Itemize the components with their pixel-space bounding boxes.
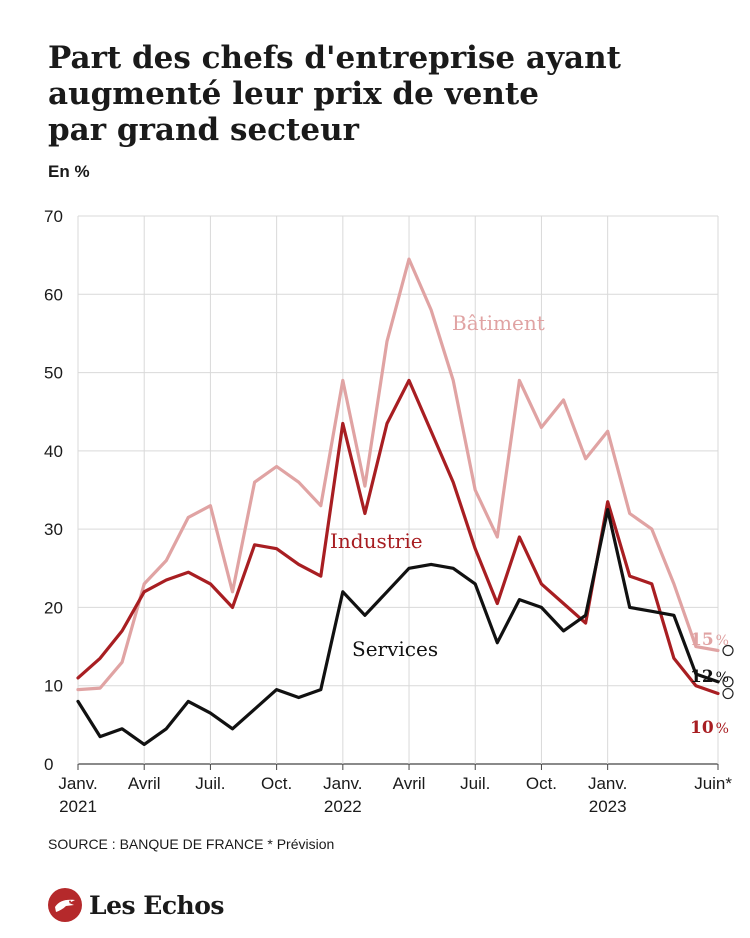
les-echos-bird-icon	[48, 888, 82, 922]
les-echos-logo: Les Echos	[48, 888, 224, 922]
end-value-unit: %	[716, 721, 729, 737]
series-name-label: Services	[352, 637, 438, 661]
chart-title: Part des chefs d'entreprise ayant augmen…	[48, 40, 728, 148]
series-end-label: 15%	[690, 630, 729, 650]
x-tick-label: Janv.	[323, 774, 362, 793]
x-tick-label: Juil.	[460, 774, 490, 793]
y-tick-label: 70	[44, 207, 63, 226]
y-axis-ticks: 0 10 20 30 40 50 60 70	[44, 207, 63, 774]
title-line-2: augmenté leur prix de vente	[48, 76, 539, 112]
end-value: 15	[690, 630, 714, 650]
y-tick-label: 10	[44, 677, 63, 696]
title-line-1: Part des chefs d'entreprise ayant	[48, 40, 621, 76]
y-tick-label: 60	[44, 285, 63, 304]
x-axis-ticks: Janv. 2021 Avril Juil. Oct. Janv. 2022 Avril Jui…	[58, 774, 732, 816]
end-value-unit: %	[716, 633, 729, 649]
y-tick-label: 20	[44, 598, 63, 617]
series-line	[76, 508, 720, 746]
grid	[77, 215, 719, 770]
series-name-label: Industrie	[330, 529, 423, 553]
x-tick-label: Avril	[128, 774, 161, 793]
title-line-3: par grand secteur	[48, 112, 359, 148]
x-tick-label: Avril	[393, 774, 426, 793]
x-tick-label: Juil.	[195, 774, 225, 793]
series-line	[76, 378, 720, 696]
x-tick-label: Oct.	[261, 774, 292, 793]
series-end-label: 10%	[690, 718, 729, 738]
source-note: SOURCE : BANQUE DE FRANCE * Prévision	[48, 836, 335, 852]
series-end-marker	[722, 687, 734, 700]
series-lines	[76, 257, 720, 746]
series-name-label: Bâtiment	[452, 311, 545, 335]
y-tick-label: 50	[44, 364, 63, 383]
y-tick-label: 40	[44, 442, 63, 461]
x-tick-label: Janv.	[58, 774, 97, 793]
series-line	[76, 257, 720, 692]
logo-text: Les Echos	[89, 890, 224, 920]
end-value: 10	[690, 718, 714, 738]
series-end-label: 12%	[690, 667, 729, 687]
x-tick-label: Juin*	[694, 774, 732, 793]
y-tick-label: 0	[44, 755, 53, 774]
unit-label: En %	[48, 162, 90, 181]
series-endpoints	[722, 644, 734, 700]
y-tick-label: 30	[44, 520, 63, 539]
x-tick-label: Janv.	[588, 774, 627, 793]
x-tick-label: 2021	[59, 797, 97, 816]
series-end-marker	[722, 644, 734, 657]
x-tick-label: 2023	[589, 797, 627, 816]
x-tick-label: Oct.	[526, 774, 557, 793]
end-value: 12	[690, 667, 714, 687]
x-tick-label: 2022	[324, 797, 362, 816]
series-end-marker	[722, 676, 734, 688]
end-value-unit: %	[716, 670, 729, 686]
